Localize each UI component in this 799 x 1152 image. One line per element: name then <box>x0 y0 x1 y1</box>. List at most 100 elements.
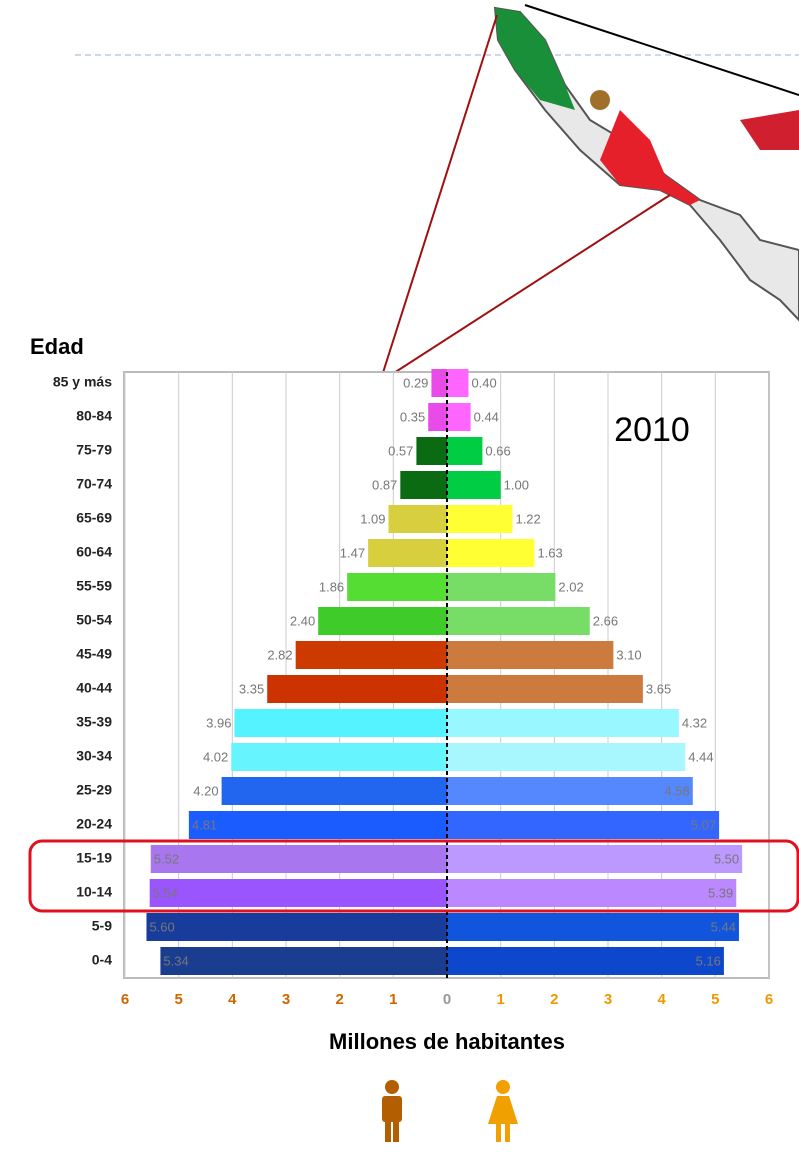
value-label: 0.44 <box>474 409 499 424</box>
bar <box>447 913 739 941</box>
value-label: 1.63 <box>537 545 562 560</box>
value-label: 5.60 <box>149 919 174 934</box>
x-tick-label: 4 <box>228 991 237 1008</box>
map <box>493 6 799 322</box>
value-label: 2.02 <box>558 579 583 594</box>
bar <box>447 573 556 601</box>
x-tick-label: 6 <box>765 991 773 1008</box>
x-tick-label: 5 <box>711 991 719 1008</box>
age-label: 80-84 <box>76 408 112 424</box>
bar <box>318 607 447 635</box>
bar <box>447 709 679 737</box>
age-label: 20-24 <box>76 816 112 832</box>
bar <box>447 641 614 669</box>
x-tick-label: 2 <box>335 991 343 1008</box>
value-label: 0.35 <box>400 409 425 424</box>
bar <box>447 403 471 431</box>
bar <box>431 369 447 397</box>
bar <box>447 811 720 839</box>
bar <box>368 539 447 567</box>
age-label: 10-14 <box>76 884 112 900</box>
bar <box>447 607 590 635</box>
decor-line <box>379 14 498 383</box>
x-tick-label: 3 <box>604 991 612 1008</box>
x-tick-label: 0 <box>443 991 451 1008</box>
bar <box>221 777 447 805</box>
bar <box>447 675 643 703</box>
value-label: 5.50 <box>714 851 739 866</box>
value-label: 5.07 <box>691 817 716 832</box>
value-label: 5.54 <box>153 885 178 900</box>
decor-line <box>379 194 671 383</box>
bar <box>447 437 483 465</box>
age-label: 50-54 <box>76 612 112 628</box>
value-label: 4.81 <box>192 817 217 832</box>
value-label: 0.29 <box>403 375 428 390</box>
bar <box>447 879 737 907</box>
value-label: 4.32 <box>682 715 707 730</box>
value-label: 0.66 <box>485 443 510 458</box>
bar <box>447 539 535 567</box>
age-label: 0-4 <box>92 952 112 968</box>
bar <box>347 573 447 601</box>
x-tick-label: 2 <box>550 991 558 1008</box>
value-label: 1.00 <box>504 477 529 492</box>
age-label: 40-44 <box>76 680 112 696</box>
age-label: 70-74 <box>76 476 112 492</box>
bars: 0.29 0.35 0.57 0.87 1.09 1.47 1.86 2.40 2.82 3.35… <box>146 369 743 975</box>
age-label: 15-19 <box>76 850 112 866</box>
value-label: 0.57 <box>388 443 413 458</box>
male-icon <box>382 1080 402 1142</box>
bar <box>388 505 447 533</box>
value-label: 5.52 <box>154 851 179 866</box>
bar <box>447 845 743 873</box>
bar <box>447 743 686 771</box>
value-label: 1.09 <box>360 511 385 526</box>
bar <box>149 879 448 907</box>
bar <box>150 845 447 873</box>
value-label: 5.34 <box>163 953 188 968</box>
x-tick-label: 6 <box>121 991 129 1008</box>
age-label: 65-69 <box>76 510 112 526</box>
value-label: 5.39 <box>708 885 733 900</box>
age-label: 45-49 <box>76 646 112 662</box>
bar <box>267 675 447 703</box>
annotation: 2010 <box>614 411 690 449</box>
age-label: 5-9 <box>92 918 112 934</box>
bar <box>146 913 447 941</box>
value-label: 0.40 <box>471 375 496 390</box>
value-label: 4.44 <box>688 749 713 764</box>
value-label: 1.86 <box>319 579 344 594</box>
bar <box>447 777 693 805</box>
female-icon <box>488 1080 518 1142</box>
bar <box>295 641 447 669</box>
x-tick-label: 5 <box>174 991 182 1008</box>
bar <box>416 437 447 465</box>
x-tick-label: 1 <box>389 991 397 1008</box>
value-label: 4.02 <box>203 749 228 764</box>
bar <box>447 947 724 975</box>
bar <box>400 471 447 499</box>
value-label: 1.47 <box>340 545 365 560</box>
bar <box>447 471 501 499</box>
age-label: 85 y más <box>53 374 112 390</box>
value-label: 3.35 <box>239 681 264 696</box>
bar <box>188 811 447 839</box>
value-label: 5.44 <box>711 919 736 934</box>
value-label: 0.87 <box>372 477 397 492</box>
x-axis-label: Millones de habitantes <box>329 1029 565 1054</box>
value-label: 4.58 <box>664 783 689 798</box>
bar <box>447 369 469 397</box>
value-label: 1.22 <box>515 511 540 526</box>
age-label: 25-29 <box>76 782 112 798</box>
value-label: 2.82 <box>267 647 292 662</box>
value-label: 5.16 <box>696 953 721 968</box>
x-tick-label: 1 <box>496 991 504 1008</box>
y-axis-label: Edad <box>30 334 84 359</box>
age-label: 60-64 <box>76 544 112 560</box>
age-label: 35-39 <box>76 714 112 730</box>
value-label: 3.65 <box>646 681 671 696</box>
value-label: 3.10 <box>616 647 641 662</box>
